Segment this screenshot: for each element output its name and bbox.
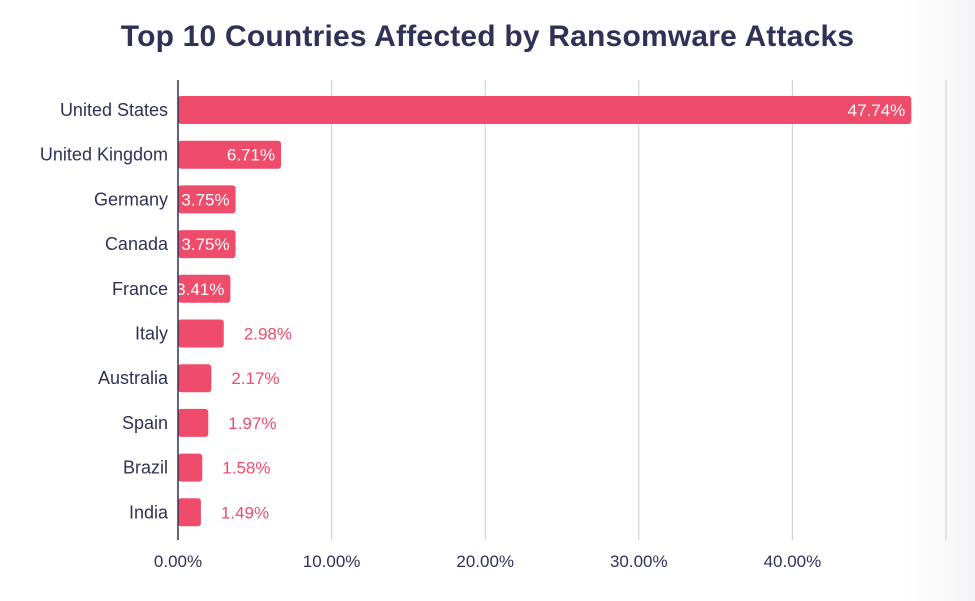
bar (178, 453, 203, 482)
x-tick-label: 30.00% (610, 552, 668, 571)
bar (178, 274, 231, 303)
category-label: Spain (122, 413, 168, 433)
bar (178, 319, 224, 348)
value-label: 1.58% (222, 459, 270, 478)
bar (178, 364, 212, 393)
category-label: Germany (94, 189, 168, 209)
bar (178, 96, 912, 124)
value-label: 47.74% (848, 101, 906, 120)
category-label: Italy (135, 324, 168, 344)
category-label: Canada (105, 234, 169, 254)
category-label: Brazil (123, 458, 168, 478)
x-tick-label: 10.00% (303, 552, 361, 571)
category-label: India (129, 502, 169, 522)
chart-title: Top 10 Countries Affected by Ransomware … (120, 20, 855, 53)
value-label: 6.71% (227, 146, 275, 165)
x-tick-label: 20.00% (456, 552, 514, 571)
bar (178, 140, 282, 169)
category-label: France (112, 279, 168, 299)
category-label: Australia (98, 368, 169, 388)
value-label: 3.41% (176, 280, 224, 299)
x-tick-label: 40.00% (764, 552, 822, 571)
value-label: 1.97% (228, 414, 276, 433)
category-label: United States (60, 100, 168, 120)
value-label: 3.75% (181, 235, 229, 254)
value-label: 2.98% (244, 325, 292, 344)
value-label: 2.17% (231, 369, 279, 388)
category-label: United Kingdom (40, 145, 168, 165)
bar (178, 408, 209, 437)
value-label: 1.49% (221, 503, 269, 522)
bar (178, 498, 201, 527)
bar (178, 230, 236, 259)
x-tick-label: 0.00% (154, 552, 202, 571)
value-label: 3.75% (181, 190, 229, 209)
bar (178, 185, 236, 214)
